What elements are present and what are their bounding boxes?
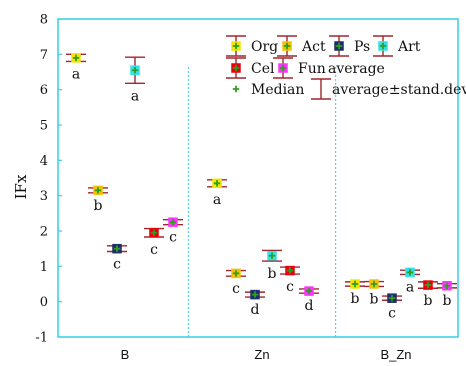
data-point-zn-fun: d: [299, 286, 319, 314]
axes: -1 0 1 2 3 4 5 6 7 8 B Zn B_Zn: [35, 13, 459, 362]
median-marker: [268, 252, 276, 259]
significance-letter: b: [351, 291, 360, 307]
significance-letter: a: [72, 66, 80, 82]
data-point-zn-cel: c: [280, 265, 300, 295]
x-category-label: B: [121, 347, 130, 362]
y-tick-label: 4: [40, 154, 48, 169]
legend-label: Art: [397, 39, 421, 55]
data-point-b-act: b: [88, 185, 108, 214]
significance-letter: c: [286, 279, 294, 295]
y-tick-label: 2: [40, 225, 48, 240]
significance-letter: b: [443, 293, 452, 309]
data-point-b_zn-org: b: [345, 279, 365, 307]
median-marker: [279, 64, 287, 72]
median-marker: [251, 291, 259, 298]
median-marker: [131, 67, 139, 74]
y-tick-label: 8: [40, 13, 48, 28]
median-marker: [232, 64, 240, 72]
legend-item-median: Median: [232, 82, 304, 98]
data-point-zn-ps: d: [245, 289, 265, 318]
data-point-b-fun: c: [163, 217, 183, 246]
legend-item-ps: Ps: [329, 35, 370, 57]
significance-letter: c: [113, 256, 121, 272]
data-point-b-art: a: [125, 56, 145, 104]
legend-item-org: Org: [226, 35, 278, 57]
significance-letter: b: [424, 293, 433, 309]
data-point-zn-org: a: [207, 178, 227, 208]
x-category-label: Zn: [254, 347, 269, 362]
median-marker: [150, 229, 158, 236]
y-tick-label: 6: [40, 83, 48, 98]
data-point-b-ps: c: [107, 243, 127, 272]
legend-label: Fun: [298, 61, 326, 77]
significance-letter: b: [370, 291, 379, 307]
significance-letter: d: [251, 302, 260, 318]
data-point-b-org: a: [66, 53, 86, 82]
legend-item-art: Art: [373, 35, 421, 57]
median-marker: [443, 282, 451, 289]
legend-label: Median: [251, 82, 304, 98]
significance-letter: c: [150, 242, 158, 258]
median-marker: [113, 245, 121, 252]
significance-letter: b: [268, 266, 277, 282]
y-tick-label: 3: [40, 189, 48, 204]
data-point-zn-art: b: [262, 249, 282, 282]
median-marker: [94, 187, 102, 194]
y-tick-label: 1: [40, 260, 48, 275]
legend-label: Act: [301, 39, 326, 55]
data-point-b-cel: c: [144, 227, 164, 258]
legend-average-label: average: [328, 61, 385, 77]
median-marker: [351, 280, 359, 288]
y-tick-label: 7: [40, 48, 48, 63]
data-point-b_zn-fun: b: [437, 281, 457, 309]
median-marker: [72, 54, 80, 62]
median-marker: [232, 270, 240, 277]
median-marker: [406, 269, 414, 276]
legend-item-error-bar: average±stand.dev.: [311, 78, 466, 100]
median-marker: [379, 42, 387, 50]
legend-item-cel: Cel: [226, 57, 275, 79]
legend-label: Cel: [251, 61, 275, 77]
y-tick-label: -1: [35, 331, 48, 346]
median-marker: [232, 85, 240, 93]
legend: Org Act Ps Art Cel Fun average Median average±st…: [226, 35, 466, 100]
median-marker: [213, 180, 221, 187]
significance-letter: a: [131, 88, 139, 104]
data-point-b_zn-ps: c: [382, 293, 402, 321]
data-point-b_zn-act: b: [364, 279, 384, 307]
y-axis-label: IFx: [12, 174, 30, 199]
median-marker: [424, 281, 432, 289]
median-marker: [370, 280, 378, 288]
median-marker: [388, 294, 396, 302]
significance-letter: c: [388, 305, 396, 321]
legend-item-act: Act: [277, 35, 326, 57]
x-category-label: B_Zn: [380, 347, 411, 362]
error-bar: [311, 78, 331, 100]
significance-letter: a: [406, 279, 414, 295]
plot-frame: [57, 18, 459, 338]
median-marker: [305, 287, 313, 295]
y-tick-label: 5: [40, 119, 48, 134]
data-point-b_zn-cel: b: [418, 280, 438, 309]
median-marker: [283, 42, 291, 50]
significance-letter: c: [169, 230, 177, 246]
legend-label: average±stand.dev.: [332, 82, 466, 98]
significance-letter: d: [305, 298, 314, 314]
data-point-b_zn-art: a: [400, 267, 420, 295]
median-marker: [232, 42, 240, 50]
data-point-zn-act: c: [226, 268, 246, 297]
median-marker: [335, 42, 343, 50]
significance-letter: a: [213, 192, 221, 208]
legend-label: Ps: [354, 39, 370, 55]
legend-item-fun: Fun: [273, 57, 326, 79]
y-tick-label: 0: [40, 295, 48, 310]
legend-label: Org: [251, 39, 278, 55]
significance-letter: c: [232, 281, 240, 297]
median-marker: [286, 267, 294, 274]
median-marker: [169, 218, 177, 226]
significance-letter: b: [94, 198, 103, 214]
